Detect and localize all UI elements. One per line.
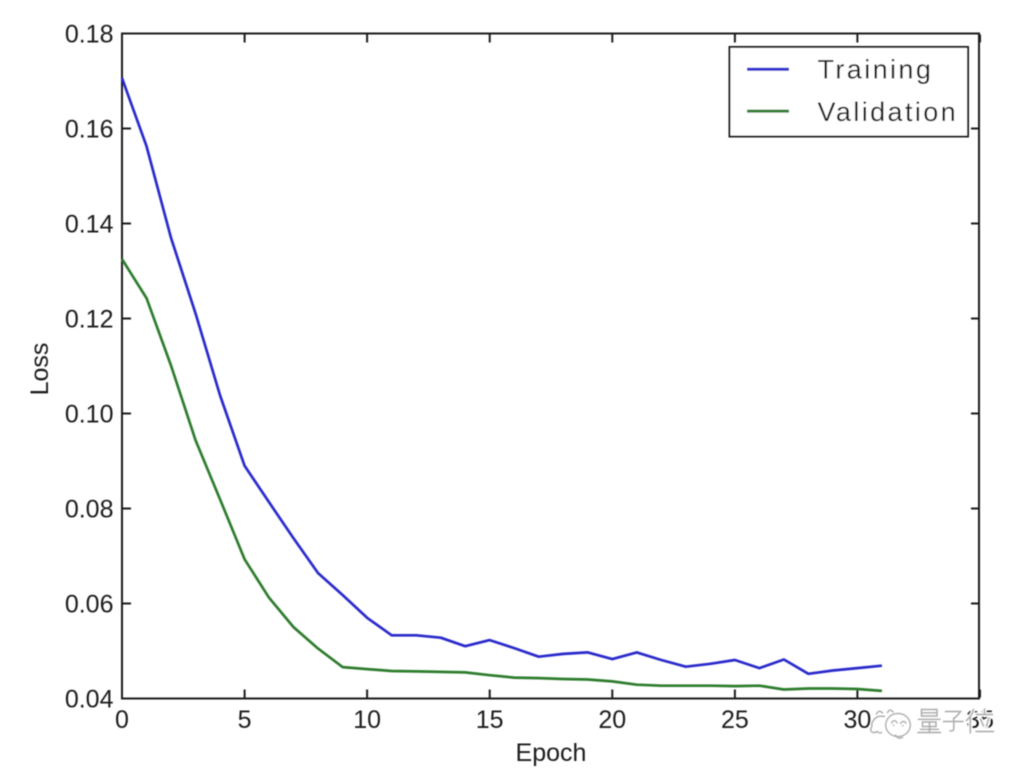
svg-text:Validation: Validation: [818, 97, 959, 127]
svg-text:0: 0: [115, 706, 129, 734]
svg-text:0.16: 0.16: [65, 116, 114, 144]
svg-text:25: 25: [721, 706, 749, 734]
svg-text:Training: Training: [818, 55, 934, 85]
svg-text:5: 5: [238, 706, 252, 734]
svg-text:15: 15: [476, 706, 504, 734]
svg-text:0.10: 0.10: [65, 401, 114, 429]
svg-text:0.08: 0.08: [65, 496, 114, 524]
svg-text:Loss: Loss: [26, 343, 54, 396]
svg-text:30: 30: [843, 706, 871, 734]
svg-text:0.14: 0.14: [65, 211, 114, 239]
svg-text:10: 10: [353, 706, 381, 734]
svg-text:0.06: 0.06: [65, 591, 114, 619]
svg-text:20: 20: [598, 706, 626, 734]
svg-text:Epoch: Epoch: [516, 739, 587, 767]
svg-text:0.04: 0.04: [65, 686, 114, 714]
svg-text:0.12: 0.12: [65, 306, 114, 334]
svg-text:0.18: 0.18: [65, 21, 114, 49]
